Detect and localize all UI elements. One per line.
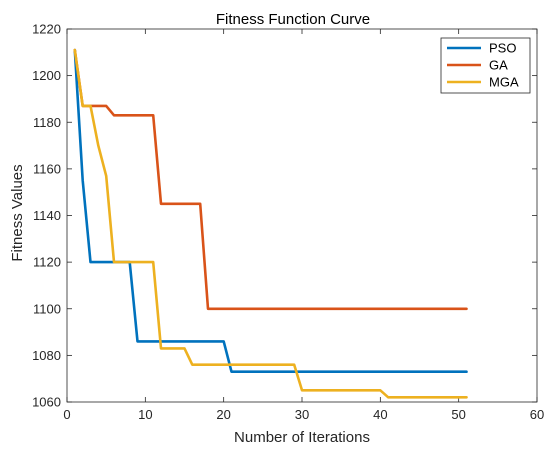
x-axis-label: Number of Iterations (234, 429, 370, 446)
x-tick-label-4: 40 (373, 407, 387, 422)
x-tick-label-5: 50 (451, 407, 465, 422)
x-tick-label-6: 60 (530, 407, 544, 422)
x-tick-label-1: 10 (138, 407, 152, 422)
y-tick-label-2: 1100 (33, 301, 61, 316)
series-line-pso (73, 48, 468, 374)
legend-label-ga: GA (489, 58, 508, 73)
y-tick-label-3: 1120 (33, 255, 61, 270)
y-axis-label: Fitness Values (9, 164, 26, 261)
plot-area: 0 10 20 30 40 50 60 1060 1080 1100 1120 1140 1160 118… (32, 22, 544, 423)
y-tick-label-8: 1220 (32, 22, 61, 37)
y-tick-label-1: 1080 (32, 348, 61, 363)
series-line-mga (73, 48, 468, 399)
y-tick-label-7: 1200 (32, 68, 61, 83)
y-tick-label-0: 1060 (32, 395, 61, 410)
legend-label-mga: MGA (489, 75, 519, 90)
x-tick-label-0: 0 (63, 407, 70, 422)
y-tick-label-5: 1160 (33, 161, 61, 176)
y-tick-label-4: 1140 (33, 208, 61, 223)
x-tick-label-3: 30 (295, 407, 309, 422)
legend-label-pso: PSO (489, 41, 516, 56)
y-tick-label-6: 1180 (33, 115, 61, 130)
x-tick-label-2: 20 (216, 407, 230, 422)
chart-title: Fitness Function Curve (216, 11, 370, 28)
